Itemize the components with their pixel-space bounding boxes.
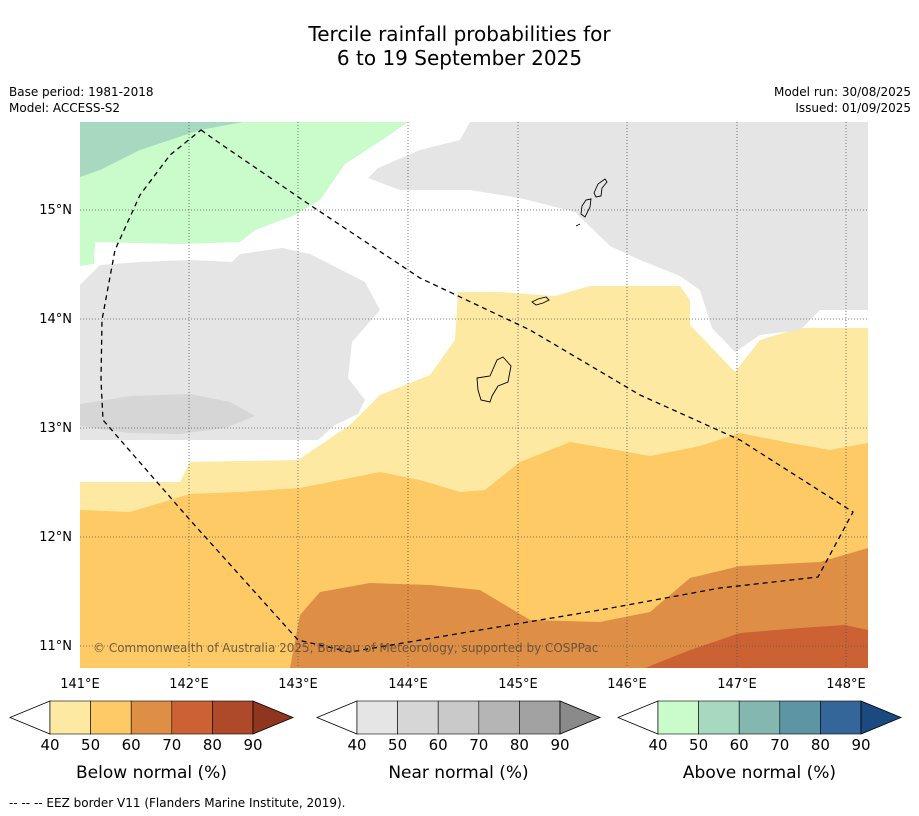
colorbar-tick-label: 40 bbox=[40, 736, 59, 754]
colorbar-segment bbox=[49, 700, 91, 735]
colorbar-tick-label: 90 bbox=[550, 736, 569, 754]
colorbar-segment bbox=[130, 700, 173, 735]
colorbar-segment bbox=[820, 700, 862, 735]
eez-border bbox=[100, 129, 854, 653]
islands bbox=[476, 178, 608, 403]
above-normal-50-60-region bbox=[80, 122, 243, 177]
colorbar-segment bbox=[212, 700, 254, 735]
colorbar-3: 40 50 60 70 80 90 Above normal (%) bbox=[616, 700, 903, 783]
graticule bbox=[80, 122, 868, 668]
colorbar-tick-label: 60 bbox=[730, 736, 749, 754]
lon-label: 148°E bbox=[826, 677, 866, 692]
colorbar-segment bbox=[437, 700, 480, 735]
colorbar-tick-label: 50 bbox=[689, 736, 708, 754]
lat-label: 15°N bbox=[39, 203, 72, 218]
above-normal-40-50-region bbox=[80, 122, 408, 266]
colorbar-label: Above normal (%) bbox=[683, 763, 836, 783]
meta-left: Base period: 1981-2018 Model: ACCESS-S2 bbox=[9, 84, 154, 116]
island-guam bbox=[476, 356, 512, 403]
model-text: Model: ACCESS-S2 bbox=[9, 101, 121, 115]
near-normal-40-50-region-west bbox=[80, 248, 380, 440]
probability-field bbox=[80, 122, 868, 668]
colorbar-label: Below normal (%) bbox=[76, 763, 227, 783]
lon-label: 144°E bbox=[388, 677, 428, 692]
lat-label: 13°N bbox=[39, 421, 72, 436]
colorbar-segment bbox=[478, 700, 520, 735]
model-run-text: Model run: 30/08/2025 bbox=[773, 85, 911, 99]
colorbar-max-arrow bbox=[252, 700, 295, 735]
colorbar-tick-label: 50 bbox=[388, 736, 407, 754]
colorbar-tick-label: 40 bbox=[648, 736, 667, 754]
colorbar-tick-label: 70 bbox=[162, 736, 181, 754]
map-title: Tercile rainfall probabilities for 6 to … bbox=[0, 22, 919, 70]
lon-label: 146°E bbox=[607, 677, 647, 692]
island-tinian bbox=[580, 198, 592, 218]
lon-label: 147°E bbox=[717, 677, 757, 692]
colorbar-tick-label: 90 bbox=[243, 736, 262, 754]
colorbar-segment bbox=[171, 700, 213, 735]
meta-right: Model run: 30/08/2025 Issued: 01/09/2025 bbox=[774, 84, 911, 116]
colorbar-segment bbox=[698, 700, 740, 735]
colorbar-tick-label: 50 bbox=[81, 736, 100, 754]
colorbar-min-arrow bbox=[315, 700, 358, 735]
lat-label: 11°N bbox=[39, 639, 72, 654]
colorbar-segment bbox=[356, 700, 398, 735]
colorbar-max-arrow bbox=[559, 700, 602, 735]
copyright-text: © Commonwealth of Australia 2025, Bureau… bbox=[93, 641, 599, 655]
colorbar-segment bbox=[738, 700, 781, 735]
colorbar-tick-label: 80 bbox=[203, 736, 222, 754]
below-normal-70-80-region bbox=[645, 625, 868, 668]
colorbar-tick-label: 70 bbox=[770, 736, 789, 754]
colorbar-tick-label: 60 bbox=[429, 736, 448, 754]
issued-text: Issued: 01/09/2025 bbox=[795, 101, 911, 115]
eez-footer-note: -- -- -- EEZ border V11 (Flanders Marine… bbox=[9, 796, 346, 810]
island-saipan bbox=[593, 178, 608, 198]
colorbar-segment bbox=[397, 700, 439, 735]
lat-label: 14°N bbox=[39, 312, 72, 327]
colorbar-segment bbox=[779, 700, 821, 735]
island-aguijan bbox=[575, 223, 581, 227]
latitude-labels: 15°N 14°N 13°N 12°N 11°N bbox=[39, 203, 72, 654]
colorbar-min-arrow bbox=[616, 700, 659, 735]
colorbar-tick-label: 90 bbox=[851, 736, 870, 754]
lon-label: 141°E bbox=[60, 677, 100, 692]
lon-label: 145°E bbox=[498, 677, 538, 692]
colorbar-segment bbox=[519, 700, 561, 735]
colorbar-max-arrow bbox=[860, 700, 903, 735]
colorbars: 40 50 60 70 80 90 Below normal (%) 40 50 60 70 80 90… bbox=[8, 700, 903, 783]
lon-label: 142°E bbox=[169, 677, 209, 692]
colorbar-1: 40 50 60 70 80 90 Below normal (%) bbox=[8, 700, 295, 783]
colorbar-tick-label: 40 bbox=[347, 736, 366, 754]
colorbar-min-arrow bbox=[8, 700, 51, 735]
near-normal-50-60-region bbox=[80, 394, 255, 434]
lon-label: 143°E bbox=[278, 677, 318, 692]
island-rota bbox=[531, 296, 550, 306]
colorbar-tick-label: 70 bbox=[469, 736, 488, 754]
colorbar-tick-label: 80 bbox=[811, 736, 830, 754]
colorbar-label: Near normal (%) bbox=[388, 763, 528, 783]
colorbar-tick-label: 80 bbox=[510, 736, 529, 754]
title-line-2: 6 to 19 September 2025 bbox=[336, 46, 583, 70]
colorbar-segment bbox=[90, 700, 132, 735]
lat-label: 12°N bbox=[39, 530, 72, 545]
colorbar-segment bbox=[657, 700, 699, 735]
title-line-1: Tercile rainfall probabilities for bbox=[308, 22, 611, 46]
colorbar-tick-label: 60 bbox=[122, 736, 141, 754]
longitude-labels: 141°E 142°E 143°E 144°E 145°E 146°E 147°… bbox=[60, 677, 866, 692]
base-period-text: Base period: 1981-2018 bbox=[9, 85, 154, 99]
near-normal-40-50-region-east bbox=[368, 122, 868, 352]
colorbar-2: 40 50 60 70 80 90 Near normal (%) bbox=[315, 700, 602, 783]
